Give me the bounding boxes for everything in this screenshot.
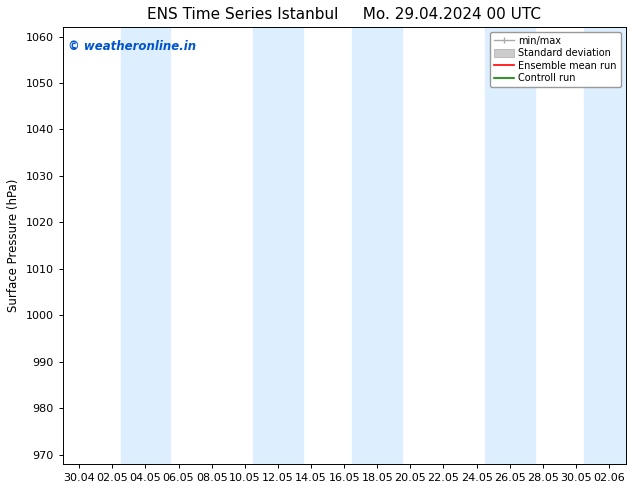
- Bar: [485, 27, 534, 464]
- Bar: [253, 27, 303, 464]
- Text: © weatheronline.in: © weatheronline.in: [68, 40, 197, 53]
- Bar: [585, 27, 634, 464]
- Bar: [120, 27, 171, 464]
- Title: ENS Time Series Istanbul     Mo. 29.04.2024 00 UTC: ENS Time Series Istanbul Mo. 29.04.2024 …: [147, 7, 541, 22]
- Bar: [353, 27, 402, 464]
- Y-axis label: Surface Pressure (hPa): Surface Pressure (hPa): [7, 179, 20, 312]
- Legend: min/max, Standard deviation, Ensemble mean run, Controll run: min/max, Standard deviation, Ensemble me…: [490, 32, 621, 87]
